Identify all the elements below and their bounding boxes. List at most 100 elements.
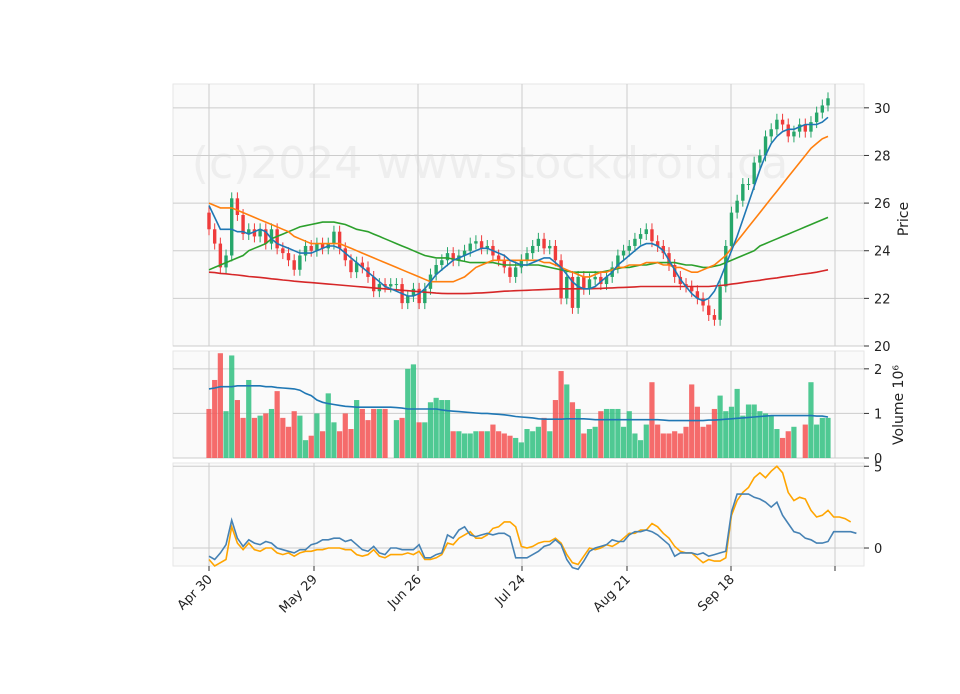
candle-body xyxy=(286,253,291,261)
candle-body xyxy=(655,241,660,246)
candle-body xyxy=(803,124,807,132)
volume-marks xyxy=(206,353,831,458)
volume-bar xyxy=(461,433,468,458)
candle-body xyxy=(303,245,308,256)
x-tick-label: May 29 xyxy=(277,572,321,616)
candle-body xyxy=(559,260,563,299)
candle-body xyxy=(661,245,666,254)
volume-bar xyxy=(751,404,757,458)
candle-body xyxy=(349,260,353,273)
volume-bar xyxy=(825,417,831,458)
volume-bar xyxy=(410,364,417,458)
candle-body xyxy=(690,286,694,292)
volume-bar xyxy=(706,424,712,458)
price-tick-label: 24 xyxy=(874,245,891,260)
candle-body xyxy=(633,238,637,246)
volume-bar xyxy=(535,426,541,458)
candle-body xyxy=(275,229,279,249)
candle-body xyxy=(519,260,524,268)
price-tick-label: 30 xyxy=(874,102,891,117)
candle-body xyxy=(548,245,552,249)
volume-bar xyxy=(802,424,808,458)
ma-mid-line xyxy=(208,135,829,283)
volume-bar xyxy=(615,408,621,458)
candle-body xyxy=(565,276,569,299)
x-tick-label: Jun 26 xyxy=(385,572,425,612)
x-tick-label: Jul 24 xyxy=(492,572,529,609)
volume-bar xyxy=(626,411,632,458)
candle-body xyxy=(269,229,274,244)
volume-bar xyxy=(456,431,462,458)
candle-body xyxy=(417,288,421,304)
volume-bar xyxy=(314,413,320,458)
price-tick-label: 22 xyxy=(874,292,891,307)
candle-body xyxy=(820,105,825,113)
volume-bar xyxy=(371,408,377,458)
x-tick-label: Apr 30 xyxy=(175,572,216,613)
volume-bar xyxy=(586,429,593,458)
candle-body xyxy=(281,248,285,254)
ma-long-line xyxy=(208,269,829,295)
candle-body xyxy=(411,288,416,296)
candle-body xyxy=(644,229,648,235)
candle-body xyxy=(224,255,228,268)
oscillator-blue-line xyxy=(208,493,857,571)
volume-bar xyxy=(530,431,536,458)
price-axis-label: Price xyxy=(896,202,912,236)
candle-body xyxy=(638,234,643,239)
candle-body xyxy=(826,98,830,106)
candle-body xyxy=(445,253,450,261)
candle-body xyxy=(423,288,427,304)
candle-body xyxy=(496,255,501,261)
candle-body xyxy=(576,276,580,308)
volume-bar xyxy=(217,353,223,458)
volume-bar xyxy=(723,411,729,458)
volume-bar xyxy=(212,379,218,458)
volume-bar xyxy=(677,433,683,458)
volume-bar xyxy=(257,415,263,458)
candle-body xyxy=(337,231,342,249)
candle-body xyxy=(735,200,739,213)
volume-bar xyxy=(660,433,666,458)
volume-bar xyxy=(711,408,718,458)
volume-bar xyxy=(382,408,388,458)
volume-tick-label: 1 xyxy=(874,407,882,422)
candle-body xyxy=(434,265,438,275)
volume-bar xyxy=(768,415,774,458)
candle-body xyxy=(809,122,813,132)
volume-bar xyxy=(779,437,786,458)
volume-bar xyxy=(740,415,746,458)
volume-bar xyxy=(365,420,371,458)
volume-bar xyxy=(513,437,519,458)
candle-body xyxy=(468,243,472,251)
volume-bar xyxy=(666,433,672,458)
candle-body xyxy=(406,295,410,304)
candle-body xyxy=(570,276,575,308)
volume-bar xyxy=(598,411,604,458)
price-panel xyxy=(172,83,865,347)
candle-body xyxy=(712,315,717,320)
candle-body xyxy=(718,286,722,320)
candle-body xyxy=(230,198,234,256)
volume-bar xyxy=(234,400,240,458)
volume-bar xyxy=(547,431,553,458)
volume-bar xyxy=(603,408,610,458)
volume-bar xyxy=(694,406,700,458)
volume-bar xyxy=(819,417,825,458)
volume-bar xyxy=(745,404,752,458)
candle-body xyxy=(792,131,796,137)
volume-bar xyxy=(359,408,365,458)
candle-body xyxy=(763,136,768,156)
oscillator-panel xyxy=(172,462,865,567)
candle-body xyxy=(252,229,257,237)
volume-tick-label: 2 xyxy=(874,363,882,378)
candle-body xyxy=(758,155,762,163)
candle-body xyxy=(371,276,376,292)
volume-bar xyxy=(496,431,502,458)
volume-bar xyxy=(791,426,797,458)
oscillator-orange-line xyxy=(208,465,852,568)
volume-bar xyxy=(399,417,405,458)
candle-body xyxy=(814,112,819,123)
volume-bar xyxy=(655,424,661,458)
candle-body xyxy=(440,260,444,266)
